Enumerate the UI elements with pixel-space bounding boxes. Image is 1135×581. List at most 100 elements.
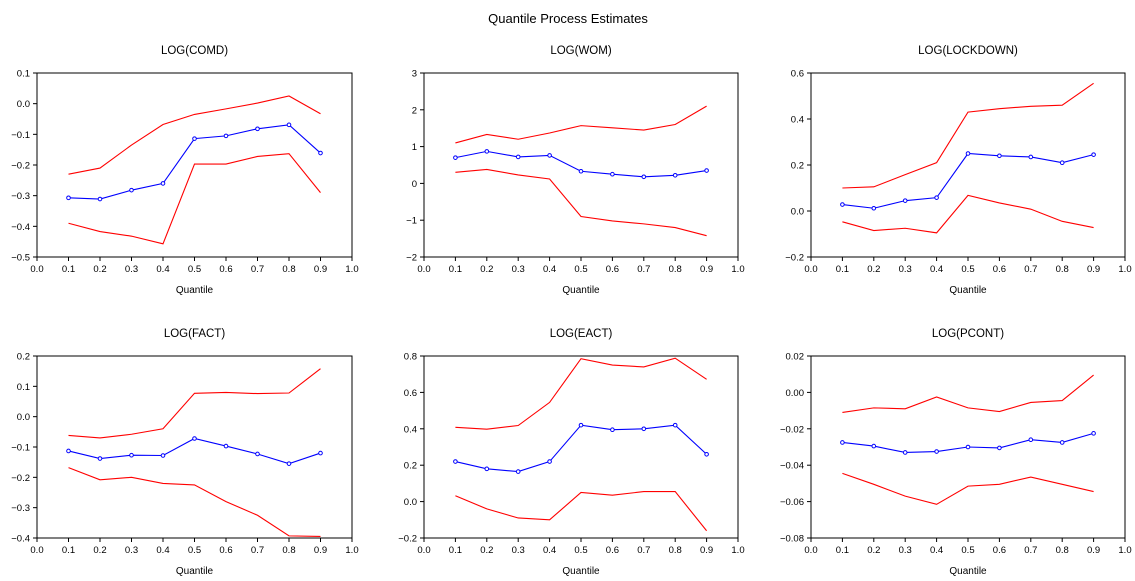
y-tick-label: −0.1 xyxy=(11,130,30,141)
y-tick-label: 0.6 xyxy=(791,69,804,80)
estimate-point xyxy=(1091,431,1096,436)
x-tick-label: 0.0 xyxy=(417,545,430,556)
y-tick-label: −0.2 xyxy=(11,473,30,484)
x-tick-label: 0.5 xyxy=(188,545,201,556)
x-tick-label: 0.2 xyxy=(867,545,880,556)
estimate-line xyxy=(842,152,1094,209)
x-tick-label: 0.7 xyxy=(251,545,264,556)
x-tick-label: 0.6 xyxy=(219,264,232,275)
y-tick-label: 0.6 xyxy=(404,388,417,399)
x-tick-label: 0.8 xyxy=(669,545,682,556)
x-tick-label: 0.1 xyxy=(62,264,75,275)
x-tick-label: 0.6 xyxy=(993,264,1006,275)
y-tick-label: 0.0 xyxy=(791,207,804,218)
x-tick-label: 0.9 xyxy=(314,264,327,275)
estimate-point xyxy=(547,153,552,158)
x-tick-label: 0.6 xyxy=(606,264,619,275)
y-tick-label: −0.1 xyxy=(11,443,30,454)
panel-title: LOG(FACT) xyxy=(164,328,226,340)
x-tick-label: 0.2 xyxy=(93,545,106,556)
upper-bound-line xyxy=(68,95,321,175)
y-tick-label: −0.08 xyxy=(780,534,804,545)
estimate-point xyxy=(704,168,709,173)
y-tick-label: 0.2 xyxy=(791,161,804,172)
x-tick-label: 1.0 xyxy=(345,545,358,556)
estimate-point xyxy=(840,202,845,207)
x-tick-label: 0.5 xyxy=(574,545,587,556)
estimate-point xyxy=(641,426,647,432)
y-tick-label: 2 xyxy=(412,105,417,116)
figure-title: Quantile Process Estimates xyxy=(488,11,648,26)
estimate-point xyxy=(641,174,647,180)
y-tick-label: 0.2 xyxy=(17,352,30,363)
estimate-point xyxy=(160,181,166,186)
estimate-point xyxy=(1028,154,1034,160)
x-tick-label: 1.0 xyxy=(731,545,744,556)
x-tick-label: 0.7 xyxy=(637,264,650,275)
y-tick-label: 0.0 xyxy=(17,412,30,423)
y-tick-label: 0.4 xyxy=(791,115,804,126)
estimate-point xyxy=(484,466,490,472)
x-tick-label: 0.0 xyxy=(417,264,430,275)
x-axis-label: Quantile xyxy=(562,285,600,296)
x-tick-label: 0.4 xyxy=(543,264,556,275)
y-tick-label: −0.06 xyxy=(780,497,804,508)
x-tick-label: 0.7 xyxy=(637,545,650,556)
estimate-point xyxy=(1059,440,1065,445)
estimate-point xyxy=(997,153,1002,159)
x-tick-label: 0.5 xyxy=(574,264,587,275)
x-tick-label: 0.4 xyxy=(930,545,943,556)
upper-bound-line xyxy=(842,82,1094,189)
chart-panel: LOG(PCONT) 0.0 0.1 0.2 0.3 0.4 0.5 0.6 0.7 0.8 0.9… xyxy=(780,328,1132,577)
x-tick-label: 0.5 xyxy=(961,264,974,275)
estimate-point xyxy=(1028,437,1034,443)
panel-title: LOG(COMD) xyxy=(161,45,228,57)
x-tick-label: 0.0 xyxy=(30,545,43,556)
estimate-point xyxy=(66,195,71,201)
x-axis-label: Quantile xyxy=(176,566,214,577)
estimate-point xyxy=(934,449,939,454)
y-tick-label: −0.02 xyxy=(780,424,804,435)
y-tick-label: −2 xyxy=(406,253,417,264)
x-tick-label: 0.1 xyxy=(449,264,462,275)
x-tick-label: 1.0 xyxy=(1118,545,1131,556)
y-tick-label: 0.1 xyxy=(17,382,30,393)
x-tick-label: 0.7 xyxy=(1024,545,1037,556)
estimate-point xyxy=(965,151,971,156)
chart-panel: LOG(LOCKDOWN) 0.0 0.1 0.2 0.3 0.4 0.5 0.6 0.7 0.8… xyxy=(785,45,1131,296)
chart-panels: LOG(COMD) 0.0 0.1 0.2 0.3 0.4 0.5 0.6 0.7 0.8 0.9 1… xyxy=(11,45,1131,577)
estimate-line xyxy=(68,437,321,465)
estimate-point xyxy=(578,422,584,428)
x-tick-label: 0.6 xyxy=(993,545,1006,556)
y-tick-label: −0.4 xyxy=(11,534,30,545)
x-tick-label: 0.2 xyxy=(480,545,493,556)
x-axis-label: Quantile xyxy=(949,285,987,296)
x-axis-label: Quantile xyxy=(949,566,987,577)
x-tick-label: 0.3 xyxy=(899,545,912,556)
y-tick-label: −0.5 xyxy=(11,253,30,264)
x-axis-label: Quantile xyxy=(562,566,600,577)
estimate-point xyxy=(1091,152,1096,157)
y-tick-label: 0.8 xyxy=(404,352,417,363)
estimate-point xyxy=(515,469,521,474)
estimate-line xyxy=(68,124,321,200)
x-tick-label: 0.3 xyxy=(125,545,138,556)
x-tick-label: 0.8 xyxy=(282,264,295,275)
plot-frame xyxy=(423,72,739,258)
lower-bound-line xyxy=(842,194,1094,234)
estimate-point xyxy=(223,443,229,449)
estimate-point xyxy=(453,155,458,160)
lower-bound-line xyxy=(68,467,321,538)
y-tick-label: 0.00 xyxy=(786,388,805,399)
x-tick-label: 0.9 xyxy=(700,545,713,556)
lower-bound-line xyxy=(455,491,708,532)
x-tick-label: 0.6 xyxy=(606,545,619,556)
estimate-point xyxy=(286,122,292,128)
panel-title: LOG(LOCKDOWN) xyxy=(918,45,1018,57)
x-tick-label: 0.5 xyxy=(961,545,974,556)
x-tick-label: 0.0 xyxy=(804,264,817,275)
estimate-point xyxy=(97,456,103,461)
estimate-point xyxy=(223,133,229,139)
x-tick-label: 0.2 xyxy=(480,264,493,275)
estimate-point xyxy=(286,461,292,466)
